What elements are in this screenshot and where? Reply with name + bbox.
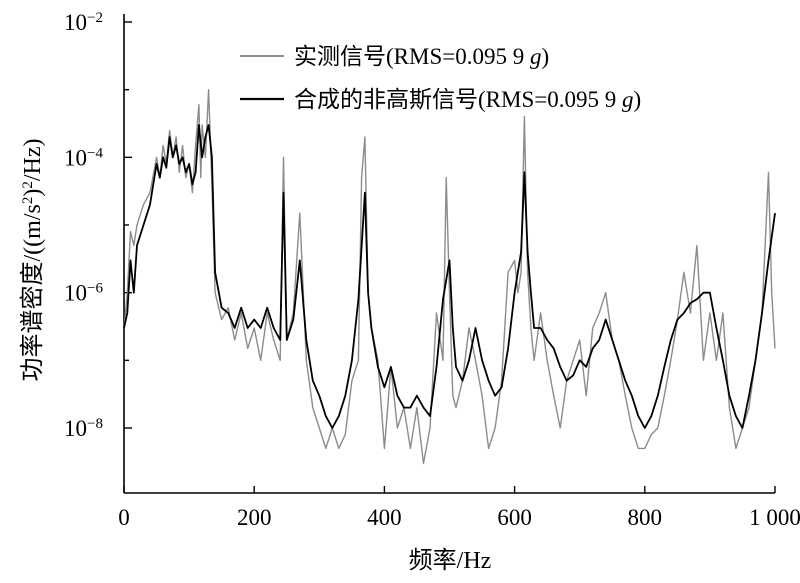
series-line-measured <box>123 89 776 465</box>
y-axis-label: 功率谱密度/((m/s2)2/Hz) <box>19 139 46 382</box>
x-tick-label: 1 000 <box>749 505 800 530</box>
y-tick-label: 10−6 <box>64 281 103 306</box>
legend-label-measured: 实测信号(RMS=0.095 9 g) <box>294 44 549 69</box>
legend-label-synthesized: 合成的非高斯信号(RMS=0.095 9 g) <box>294 87 641 112</box>
y-tick-label: 10−2 <box>64 10 103 35</box>
x-axis-label: 频率/Hz <box>409 547 492 574</box>
y-ticks: 10−8 10−6 10−4 10−2 <box>64 10 132 441</box>
x-tick-label: 600 <box>497 505 532 530</box>
x-tick-label: 0 <box>118 505 130 530</box>
series-lines <box>123 89 776 465</box>
x-tick-label: 200 <box>237 505 272 530</box>
x-ticks: 0 200 400 600 800 1 000 <box>118 486 800 530</box>
x-tick-label: 800 <box>628 505 663 530</box>
y-tick-label: 10−8 <box>64 416 103 441</box>
series-line-synthesized <box>123 124 776 429</box>
y-tick-label: 10−4 <box>64 145 103 170</box>
legend: 实测信号(RMS=0.095 9 g) 合成的非高斯信号(RMS=0.095 9… <box>240 44 641 112</box>
x-tick-label: 400 <box>367 505 402 530</box>
